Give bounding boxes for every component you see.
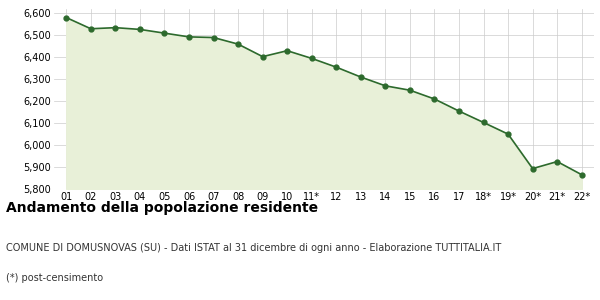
- Text: COMUNE DI DOMUSNOVAS (SU) - Dati ISTAT al 31 dicembre di ogni anno - Elaborazion: COMUNE DI DOMUSNOVAS (SU) - Dati ISTAT a…: [6, 243, 501, 253]
- Text: (*) post-censimento: (*) post-censimento: [6, 273, 103, 283]
- Text: Andamento della popolazione residente: Andamento della popolazione residente: [6, 201, 318, 215]
